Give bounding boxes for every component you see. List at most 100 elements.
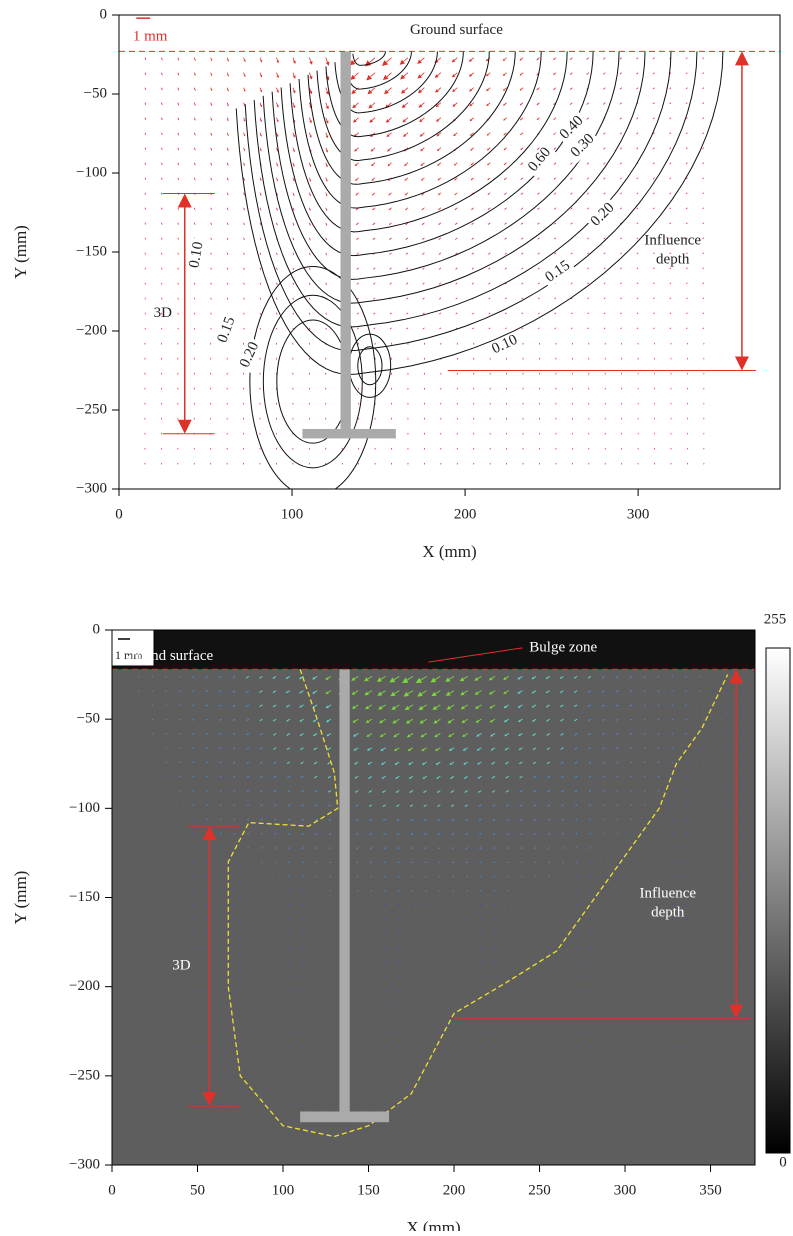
vector-shaft <box>467 862 468 863</box>
vector-shaft <box>703 328 704 329</box>
vector-shaft <box>407 268 408 269</box>
vector-head <box>325 359 326 360</box>
vector-head <box>588 389 589 390</box>
vector-shaft <box>276 73 277 76</box>
vector-shaft <box>316 890 317 891</box>
vector-shaft <box>637 268 638 269</box>
vector-shaft <box>369 58 375 63</box>
vector-shaft <box>437 73 440 76</box>
vector-head <box>555 374 556 375</box>
vector-shaft <box>178 163 179 164</box>
vector-shaft <box>384 862 385 863</box>
vector-shaft <box>687 178 688 179</box>
vector-head <box>210 404 211 405</box>
vector-head <box>671 359 672 360</box>
vector-head <box>424 359 425 360</box>
vector-shaft <box>179 691 180 692</box>
vector-shaft <box>371 103 375 106</box>
vector-shaft <box>138 676 139 677</box>
vector-head <box>424 389 425 390</box>
vector-shaft <box>316 876 317 877</box>
vector-shaft <box>390 223 391 224</box>
vector-shaft <box>686 691 687 692</box>
vector-shaft <box>354 73 359 77</box>
vector-shaft <box>406 208 408 209</box>
vector-shaft <box>326 163 327 165</box>
vector-shaft <box>576 862 577 863</box>
vector-shaft <box>571 58 572 59</box>
vector-shaft <box>139 733 140 734</box>
vector-shaft <box>193 748 194 749</box>
vector-shaft <box>631 748 632 749</box>
vector-shaft <box>407 283 408 284</box>
vector-shaft <box>388 118 391 121</box>
vector-shaft <box>403 58 408 62</box>
vector-shaft <box>489 313 490 314</box>
vector-head <box>407 344 408 345</box>
vector-shaft <box>604 133 605 134</box>
vector-shaft <box>621 238 622 239</box>
vector-shaft <box>422 148 424 150</box>
vector-head <box>588 449 589 450</box>
vector-shaft <box>654 58 655 59</box>
vector-shaft <box>658 691 659 692</box>
vector-shaft <box>309 208 310 210</box>
vector-shaft <box>178 73 179 75</box>
vector-shaft <box>703 298 704 299</box>
vector-head <box>177 419 178 420</box>
vector-shaft <box>326 193 327 195</box>
vector-shaft <box>672 791 673 792</box>
vector-shaft <box>260 253 261 254</box>
vector-shaft <box>220 805 221 806</box>
vector-shaft <box>571 103 572 104</box>
vector-shaft <box>538 193 539 194</box>
vector-head <box>671 449 672 450</box>
vector-shaft <box>357 848 358 849</box>
vector-shaft <box>703 118 704 119</box>
vector-head <box>325 374 326 375</box>
vector-shaft <box>293 223 294 225</box>
vector-head <box>638 464 639 465</box>
vector-shaft <box>385 919 386 920</box>
vector-shaft <box>670 328 671 329</box>
vector-shaft <box>309 193 310 195</box>
vector-shaft <box>125 719 126 720</box>
vector-shaft <box>152 676 153 677</box>
vector-shaft <box>472 208 473 209</box>
vector-head <box>555 359 556 360</box>
vector-shaft <box>631 762 632 763</box>
vector-shaft <box>637 253 638 254</box>
vector-shaft <box>603 805 604 806</box>
vector-shaft <box>672 719 673 720</box>
vector-head <box>703 344 704 345</box>
vector-shaft <box>686 705 687 706</box>
vector-shaft <box>248 805 249 806</box>
vector-shaft <box>326 178 327 180</box>
vector-head <box>572 359 573 360</box>
vector-shaft <box>194 163 195 165</box>
vector-shaft <box>227 133 228 135</box>
contour-line <box>277 320 349 443</box>
vector-shaft <box>505 223 506 224</box>
vector-shaft <box>207 733 208 734</box>
vector-shaft <box>670 163 671 164</box>
vector-shaft <box>166 676 167 677</box>
vector-head <box>490 464 491 465</box>
vector-shaft <box>539 283 540 284</box>
vector-shaft <box>549 890 550 891</box>
vector-shaft <box>670 88 671 89</box>
vector-shaft <box>426 905 427 906</box>
vector-shaft <box>645 762 646 763</box>
vector-head <box>243 434 244 435</box>
vector-shaft <box>138 705 139 706</box>
vector-head <box>408 464 409 465</box>
vector-shaft <box>522 208 523 209</box>
vector-head <box>260 359 261 360</box>
vector-head <box>638 359 639 360</box>
vector-shaft <box>686 118 687 119</box>
vector-shaft <box>654 73 655 74</box>
vector-shaft <box>309 163 310 165</box>
vector-head <box>555 344 556 345</box>
vector-shaft <box>670 133 671 134</box>
vector-shaft <box>670 268 671 269</box>
